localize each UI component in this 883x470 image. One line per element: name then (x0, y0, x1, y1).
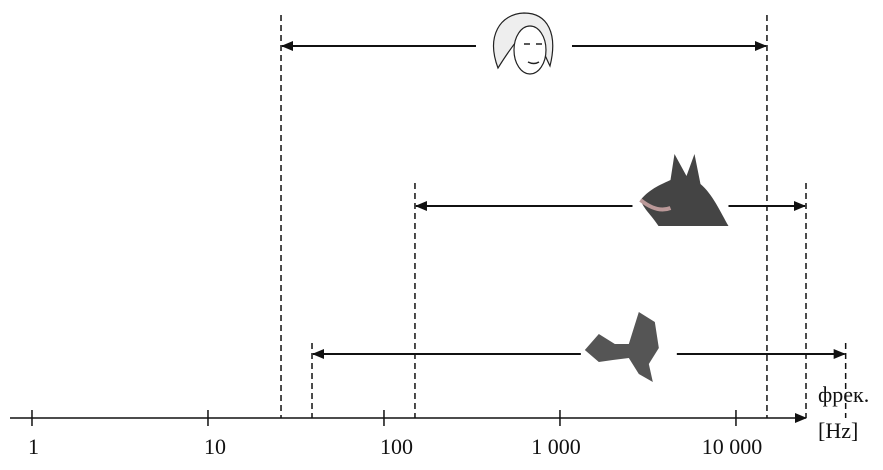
face (513, 25, 547, 75)
dog-muzzle (639, 198, 672, 212)
x-axis-label: [Hz] (818, 418, 858, 443)
animal-icon (632, 154, 729, 228)
x-tick-label: 10 000 (702, 434, 763, 459)
x-axis-label: фрек. (818, 382, 869, 407)
features (523, 43, 542, 65)
x-tick-label: 1 000 (531, 434, 581, 459)
x-tick-label: 100 (380, 434, 413, 459)
bat (584, 312, 659, 382)
x-tick-label: 10 (204, 434, 226, 459)
x-tick-label: 1 (28, 434, 39, 459)
animal-icon (580, 312, 677, 386)
animal-icon (475, 12, 572, 80)
